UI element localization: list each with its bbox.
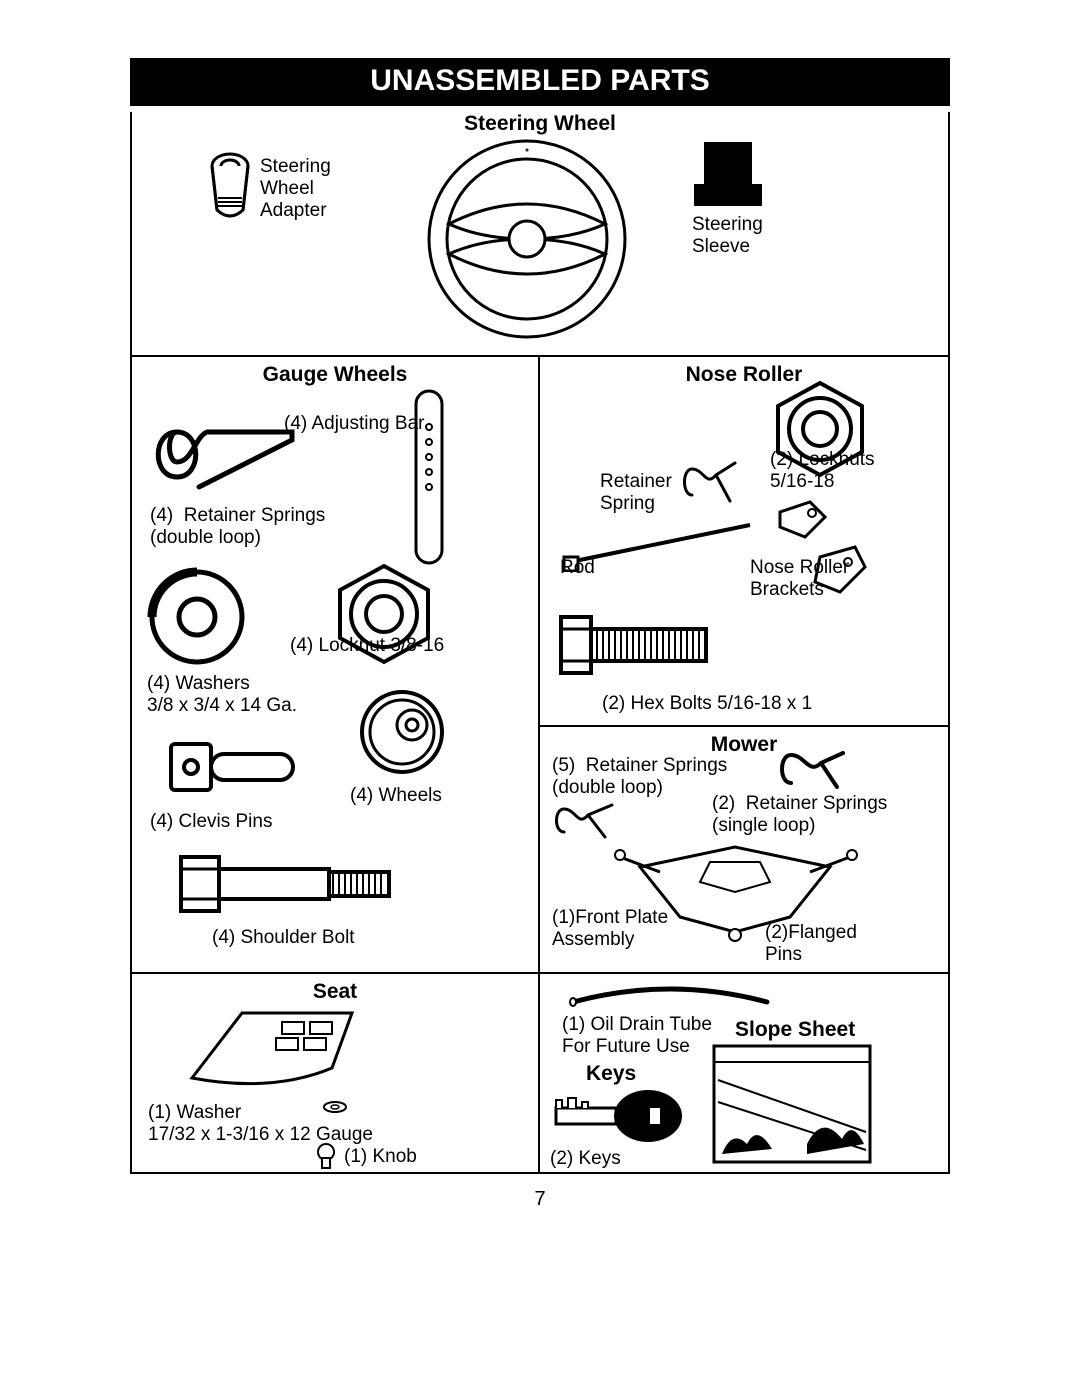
hex-bolts-label: (2) Hex Bolts 5/16-18 x 1 xyxy=(602,693,812,715)
page-number: 7 xyxy=(130,1188,950,1211)
bottom-row: Seat (1) Washer 17/32 x 1-3/16 x 12 Gaug… xyxy=(132,972,948,1172)
page-title-bar: UNASSEMBLED PARTS xyxy=(130,58,950,106)
gauge-title: Gauge Wheels xyxy=(132,363,538,387)
retainer-springs-label: (4) Retainer Springs (double loop) xyxy=(150,505,325,549)
mower-title: Mower xyxy=(540,733,948,757)
right-upper: Nose Roller (2) Locknuts 5/16-18 Retaine… xyxy=(540,357,948,972)
adjusting-bar-label: (4) Adjusting Bar xyxy=(284,413,424,435)
slope-title: Slope Sheet xyxy=(735,1018,855,1042)
wheel-icon xyxy=(357,687,447,777)
shoulder-bolt-label: (4) Shoulder Bolt xyxy=(212,927,355,949)
slope-sheet-icon xyxy=(712,1044,872,1164)
knob-label: (1) Knob xyxy=(344,1146,417,1168)
retainer-spring-label: Retainer Spring xyxy=(600,471,672,515)
clevis-pin-icon xyxy=(167,732,297,802)
steering-wheel-icon xyxy=(422,134,632,349)
front-plate-label: (1)Front Plate Assembly xyxy=(552,907,668,951)
right-lower: (1) Oil Drain Tube For Future Use Keys (… xyxy=(540,972,948,1172)
nose-title: Nose Roller xyxy=(540,363,948,387)
wheels-label: (4) Wheels xyxy=(350,785,442,807)
brackets-label: Nose Roller Brackets xyxy=(750,557,849,601)
parts-grid: Steering Wheel Steering Wheel Adapter xyxy=(130,112,950,1174)
adapter-icon xyxy=(206,152,254,224)
retainer-double-label: (5) Retainer Springs (double loop) xyxy=(552,755,727,799)
adapter-label: Steering Wheel Adapter xyxy=(260,156,331,222)
page-title: UNASSEMBLED PARTS xyxy=(370,64,709,97)
washer-icon xyxy=(147,567,247,667)
locknut-label: (4) Locknut 3/8-16 xyxy=(290,635,444,657)
gauge-section: Gauge Wheels (4) Retainer Springs (doubl… xyxy=(132,357,540,972)
flanged-label: (2)Flanged Pins xyxy=(765,922,857,966)
keys-title: Keys xyxy=(586,1062,636,1086)
sleeve-icon xyxy=(692,140,764,215)
knob-icon xyxy=(312,1142,340,1170)
key-icon xyxy=(550,1086,690,1148)
shoulder-bolt-icon xyxy=(177,847,397,921)
washers-label: (4) Washers 3/8 x 3/4 x 14 Ga. xyxy=(147,673,297,717)
keys-label: (2) Keys xyxy=(550,1148,621,1170)
oil-drain-icon xyxy=(565,980,775,1010)
adapter-group xyxy=(206,152,254,229)
retainer-single-icon xyxy=(775,745,850,793)
mower-section: Mower (5) Retainer Springs (double loop)… xyxy=(540,727,948,970)
page: UNASSEMBLED PARTS Steering Wheel Steerin… xyxy=(0,0,1080,1241)
oil-drain-label: (1) Oil Drain Tube For Future Use xyxy=(562,1014,712,1058)
seat-section: Seat (1) Washer 17/32 x 1-3/16 x 12 Gaug… xyxy=(132,972,540,1172)
seat-washer-icon xyxy=(322,1100,348,1114)
sleeve-label: Steering Sleeve xyxy=(692,214,763,258)
locknuts-label: (2) Locknuts 5/16-18 xyxy=(770,449,875,493)
steering-title: Steering Wheel xyxy=(132,112,948,136)
middle-row: Gauge Wheels (4) Retainer Springs (doubl… xyxy=(132,357,948,972)
rod-label: Rod xyxy=(560,557,595,579)
steering-section: Steering Wheel Steering Wheel Adapter xyxy=(132,112,948,357)
retainer-spring-icon xyxy=(147,407,297,502)
hex-bolt-icon xyxy=(555,605,715,685)
seat-icon xyxy=(172,998,372,1098)
nose-retainer-spring-icon xyxy=(680,457,740,507)
clevis-label: (4) Clevis Pins xyxy=(150,811,272,833)
nose-section: Nose Roller (2) Locknuts 5/16-18 Retaine… xyxy=(540,357,948,727)
